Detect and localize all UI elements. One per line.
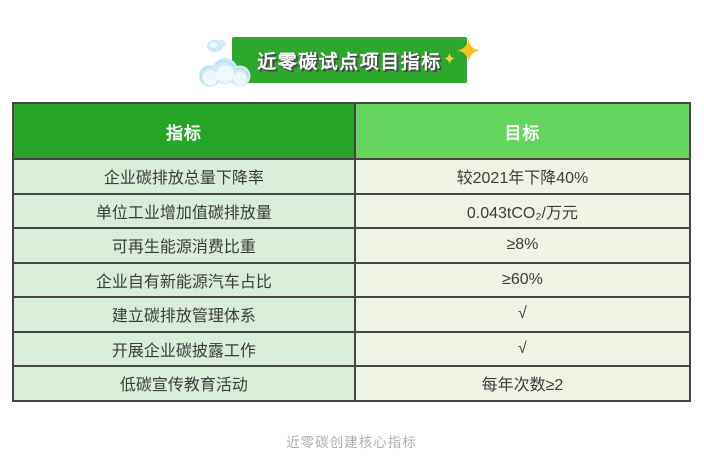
indicator-cell: 低碳宣传教育活动 — [12, 365, 356, 402]
indicators-table: 指标 目标 企业碳排放总量下降率 较2021年下降40% 单位工业增加值碳排放量… — [12, 102, 692, 402]
title-banner: 近零碳试点项目指标 — [232, 37, 467, 83]
target-cell: 每年次数≥2 — [353, 365, 692, 402]
target-cell: √ — [353, 296, 692, 333]
column-header-indicator: 指标 — [12, 102, 356, 160]
indicator-cell: 企业自有新能源汽车占比 — [12, 261, 356, 298]
table-row: 建立碳排放管理体系 √ — [12, 296, 692, 333]
page-title: 近零碳试点项目指标 — [257, 51, 442, 73]
cloud-icon — [199, 39, 251, 87]
target-cell: ≥60% — [353, 261, 692, 298]
table-header-row: 指标 目标 — [12, 102, 692, 160]
column-header-target: 目标 — [353, 102, 692, 160]
indicator-cell: 单位工业增加值碳排放量 — [12, 192, 356, 229]
indicator-cell: 企业碳排放总量下降率 — [12, 158, 356, 195]
table-row: 单位工业增加值碳排放量 0.043tCO₂/万元 — [12, 192, 692, 229]
target-cell: 较2021年下降40% — [353, 158, 692, 195]
table-row: 低碳宣传教育活动 每年次数≥2 — [12, 365, 692, 402]
target-cell: √ — [353, 330, 692, 367]
table-row: 可再生能源消费比重 ≥8% — [12, 227, 692, 264]
table-row: 开展企业碳披露工作 √ — [12, 330, 692, 367]
indicator-cell: 可再生能源消费比重 — [12, 227, 356, 264]
indicator-cell: 开展企业碳披露工作 — [12, 330, 356, 367]
target-cell: 0.043tCO₂/万元 — [353, 192, 692, 229]
sparkle-icon — [457, 39, 480, 62]
table-row: 企业碳排放总量下降率 较2021年下降40% — [12, 158, 692, 195]
table-caption: 近零碳创建核心指标 — [286, 435, 417, 450]
sparkle-icon — [444, 53, 455, 64]
target-cell: ≥8% — [353, 227, 692, 264]
table-row: 企业自有新能源汽车占比 ≥60% — [12, 261, 692, 298]
indicator-cell: 建立碳排放管理体系 — [12, 296, 356, 333]
